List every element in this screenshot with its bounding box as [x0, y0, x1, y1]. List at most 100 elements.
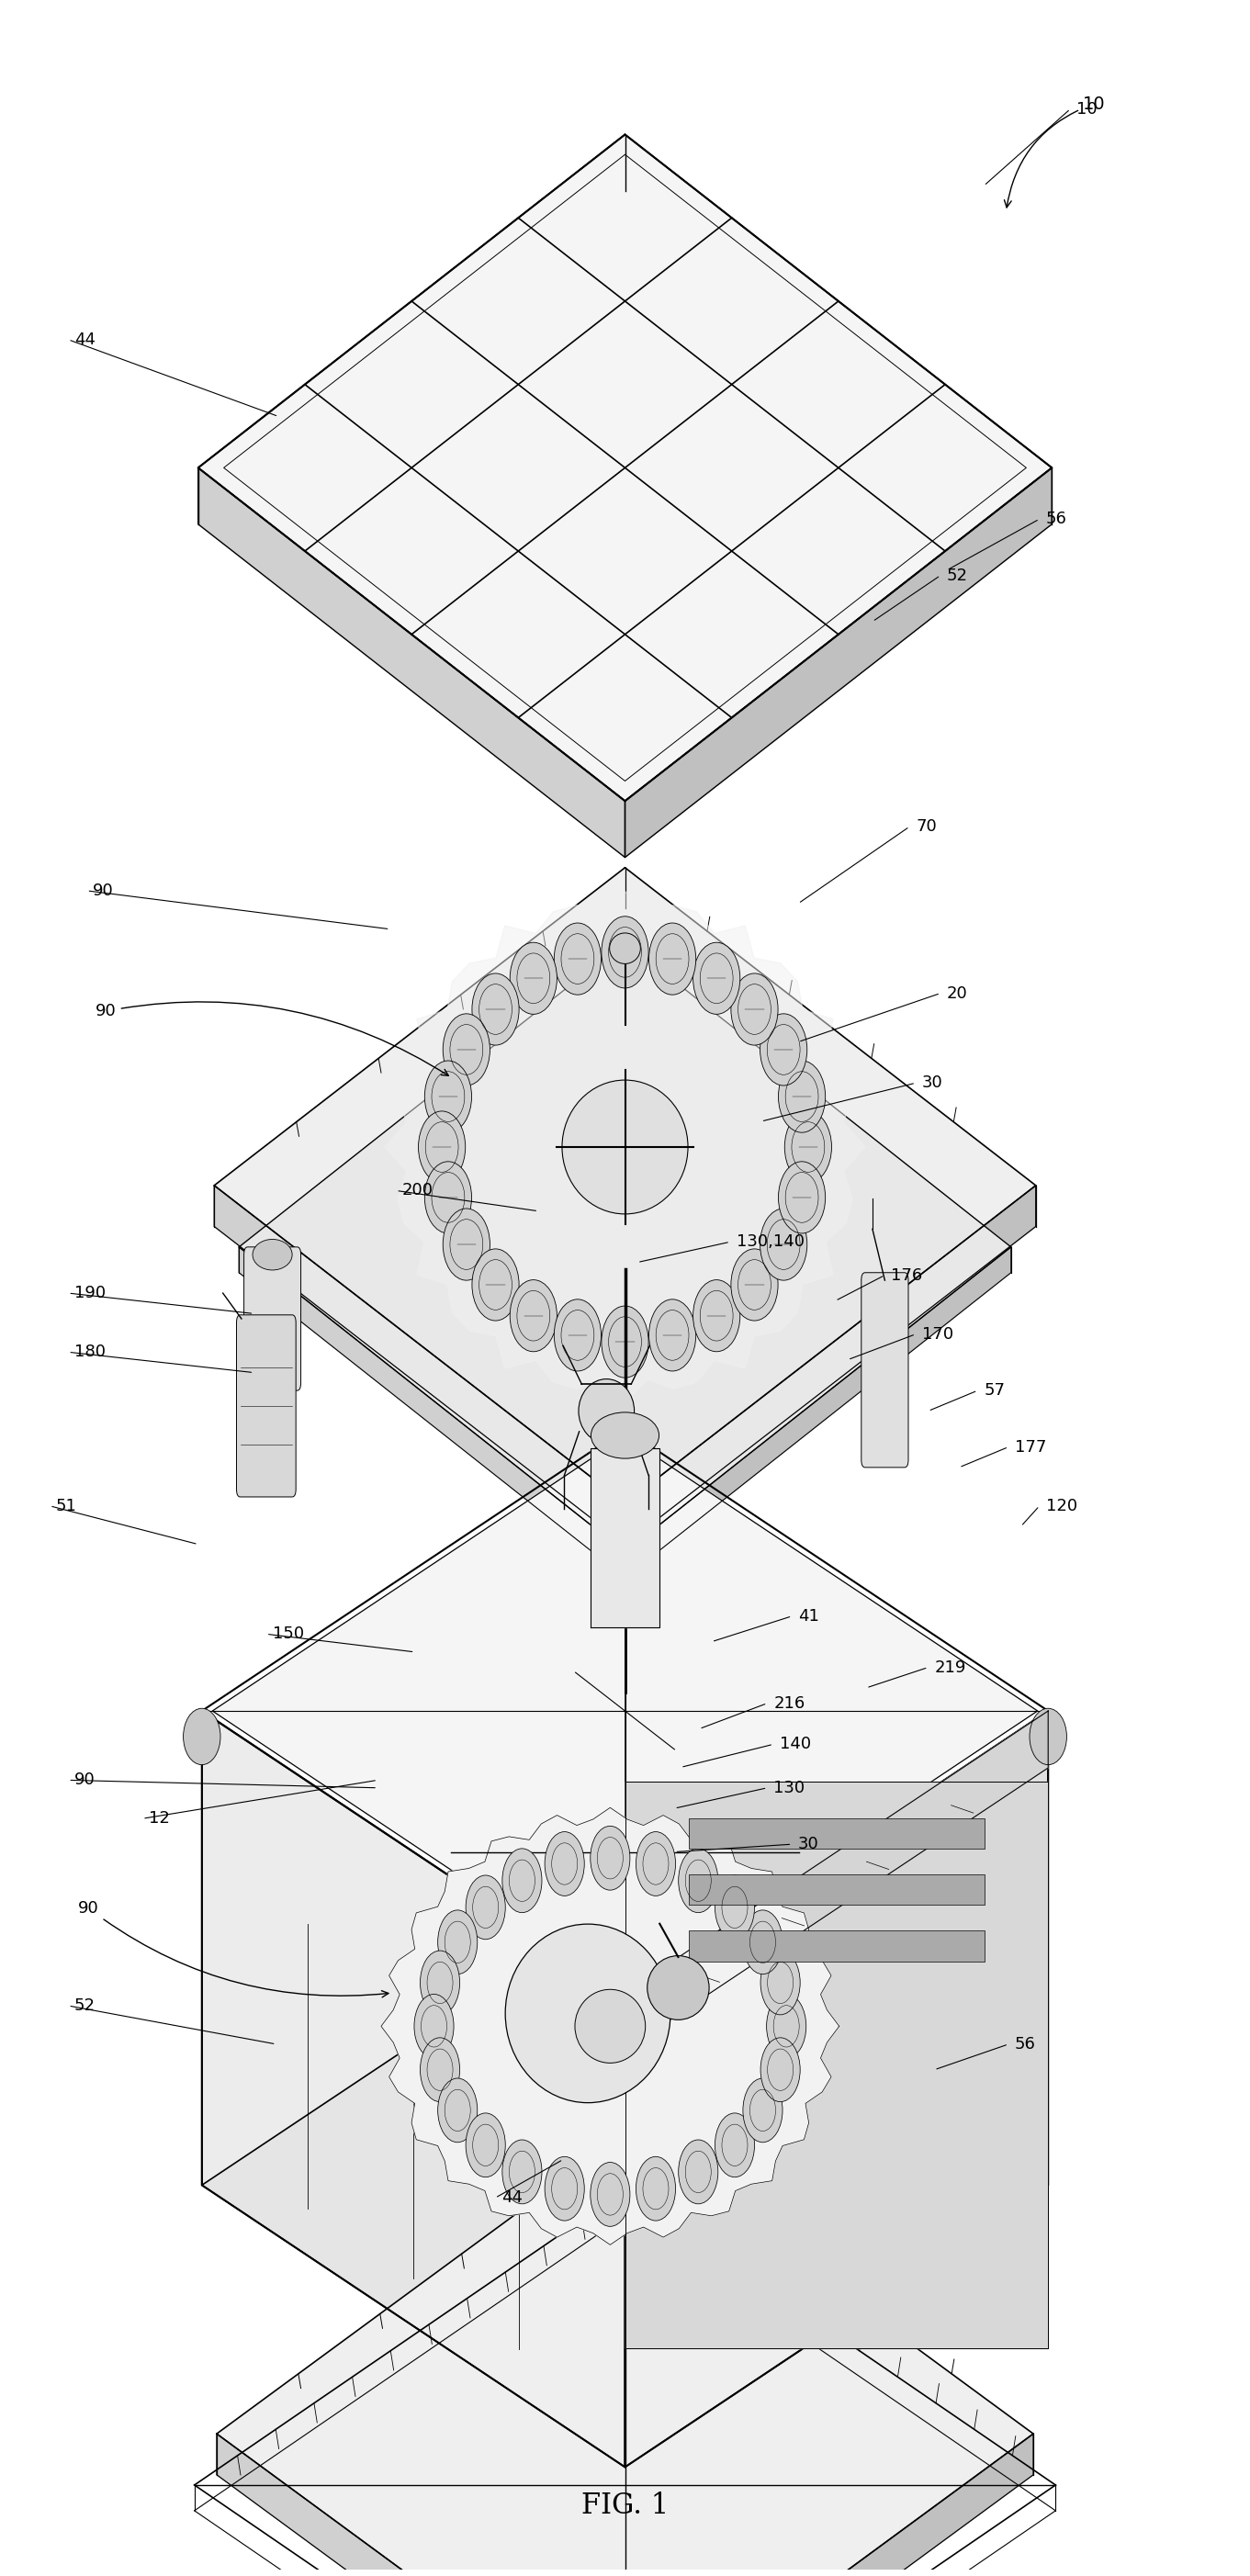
- Ellipse shape: [766, 1994, 806, 2058]
- Ellipse shape: [648, 1955, 709, 2020]
- Ellipse shape: [649, 922, 696, 994]
- FancyBboxPatch shape: [236, 1314, 296, 1497]
- Text: 190: 190: [75, 1285, 106, 1301]
- Ellipse shape: [601, 917, 649, 989]
- Ellipse shape: [601, 1306, 649, 1378]
- Ellipse shape: [472, 1249, 519, 1321]
- Ellipse shape: [554, 1298, 601, 1370]
- Text: 41: 41: [799, 1607, 819, 1625]
- Ellipse shape: [715, 1875, 755, 1940]
- Polygon shape: [591, 1448, 659, 1628]
- Polygon shape: [216, 2434, 625, 2576]
- Polygon shape: [625, 2434, 1034, 2576]
- Ellipse shape: [636, 2156, 675, 2221]
- Ellipse shape: [184, 1708, 220, 1765]
- Polygon shape: [625, 1710, 1049, 2050]
- Ellipse shape: [692, 943, 740, 1015]
- Text: 56: 56: [1015, 2035, 1036, 2053]
- Ellipse shape: [679, 2141, 717, 2205]
- Ellipse shape: [742, 2079, 782, 2143]
- Ellipse shape: [425, 1162, 471, 1234]
- Ellipse shape: [636, 1832, 675, 1896]
- Text: 56: 56: [1046, 510, 1066, 528]
- Polygon shape: [385, 891, 865, 1404]
- Ellipse shape: [472, 974, 519, 1046]
- Polygon shape: [201, 1904, 1049, 2468]
- Polygon shape: [625, 469, 1051, 858]
- Text: 51: 51: [56, 1497, 78, 1515]
- Ellipse shape: [742, 1909, 782, 1973]
- Text: 90: 90: [75, 1772, 95, 1788]
- Ellipse shape: [575, 1989, 645, 2063]
- Ellipse shape: [760, 2038, 800, 2102]
- Polygon shape: [201, 1710, 625, 2468]
- Ellipse shape: [591, 1412, 659, 1458]
- Text: FIG. 1: FIG. 1: [581, 2491, 669, 2519]
- Text: 200: 200: [402, 1182, 434, 1198]
- Ellipse shape: [649, 1298, 696, 1370]
- Ellipse shape: [554, 922, 601, 994]
- Text: 30: 30: [922, 1074, 942, 1092]
- Ellipse shape: [510, 1280, 558, 1352]
- Ellipse shape: [760, 1015, 808, 1084]
- Ellipse shape: [610, 933, 640, 963]
- Polygon shape: [199, 469, 625, 858]
- Ellipse shape: [442, 1015, 490, 1084]
- Ellipse shape: [437, 1909, 478, 1973]
- Text: 20: 20: [946, 984, 968, 1002]
- Ellipse shape: [545, 2156, 584, 2221]
- Ellipse shape: [692, 1280, 740, 1352]
- Text: 216: 216: [774, 1695, 805, 1710]
- Text: 150: 150: [272, 1625, 304, 1643]
- Polygon shape: [239, 943, 1011, 1551]
- Text: 180: 180: [75, 1345, 106, 1360]
- Polygon shape: [625, 1247, 1011, 1577]
- Text: 12: 12: [149, 1811, 170, 1826]
- Ellipse shape: [414, 1994, 454, 2058]
- Text: 30: 30: [799, 1837, 819, 1852]
- Ellipse shape: [419, 1110, 465, 1182]
- Ellipse shape: [590, 2161, 630, 2226]
- Ellipse shape: [503, 2141, 541, 2205]
- Ellipse shape: [420, 2038, 460, 2102]
- Bar: [689, 1819, 985, 1850]
- Bar: [689, 1875, 985, 1906]
- Ellipse shape: [545, 1832, 584, 1896]
- Ellipse shape: [503, 1850, 541, 1911]
- Polygon shape: [625, 1783, 1049, 2349]
- Bar: [689, 1932, 985, 1960]
- Text: 44: 44: [75, 332, 95, 348]
- Polygon shape: [625, 1710, 1049, 2468]
- Ellipse shape: [590, 1826, 630, 1891]
- Ellipse shape: [505, 1924, 670, 2102]
- Ellipse shape: [420, 1950, 460, 2014]
- Text: 52: 52: [946, 567, 968, 585]
- Polygon shape: [199, 134, 1051, 801]
- Text: 176: 176: [891, 1267, 922, 1283]
- Text: 130: 130: [774, 1780, 805, 1795]
- Ellipse shape: [562, 1079, 688, 1213]
- Ellipse shape: [466, 2112, 505, 2177]
- Ellipse shape: [425, 1061, 471, 1133]
- Text: 90: 90: [79, 1901, 389, 1996]
- Ellipse shape: [715, 2112, 755, 2177]
- Text: 57: 57: [984, 1383, 1005, 1399]
- Polygon shape: [214, 1185, 625, 1546]
- Ellipse shape: [731, 1249, 778, 1321]
- Ellipse shape: [606, 1427, 644, 1484]
- Text: 219: 219: [934, 1659, 966, 1674]
- Text: 52: 52: [75, 1996, 95, 2014]
- Text: 70: 70: [916, 819, 936, 835]
- Ellipse shape: [760, 1950, 800, 2014]
- Ellipse shape: [1030, 1708, 1066, 1765]
- Text: 120: 120: [1046, 1497, 1078, 1515]
- Ellipse shape: [760, 1208, 808, 1280]
- Polygon shape: [216, 2133, 1034, 2576]
- Text: 10: 10: [1076, 100, 1097, 116]
- Text: 177: 177: [1015, 1437, 1046, 1455]
- Text: 140: 140: [780, 1736, 811, 1752]
- Ellipse shape: [731, 974, 778, 1046]
- Text: 44: 44: [501, 2190, 522, 2205]
- Ellipse shape: [779, 1162, 825, 1234]
- Ellipse shape: [606, 1991, 644, 2048]
